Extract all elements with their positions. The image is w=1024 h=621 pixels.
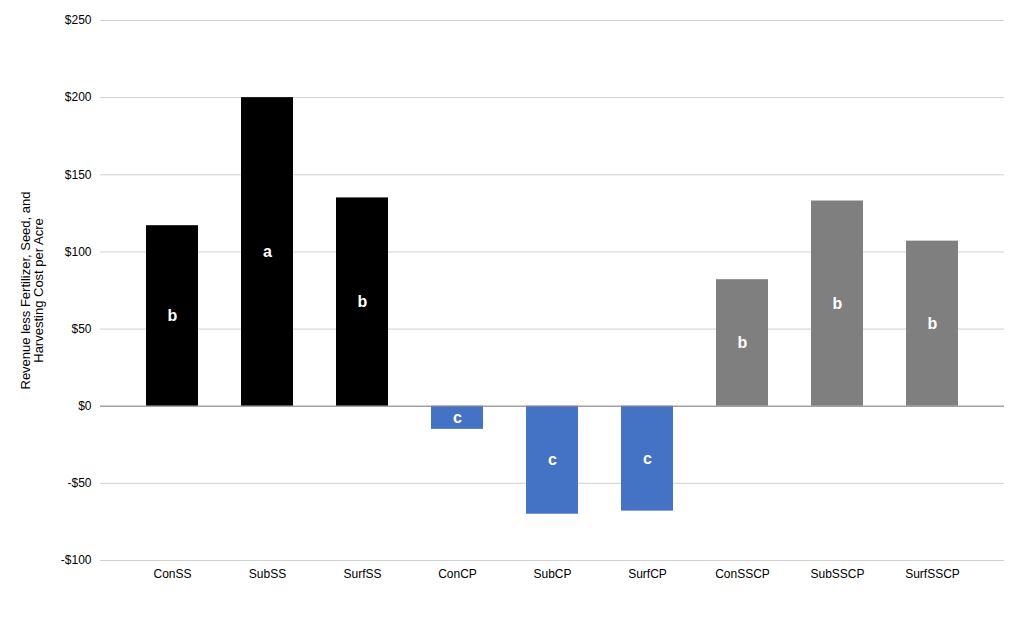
svg-text:$50: $50 <box>71 322 91 336</box>
svg-text:ConCP: ConCP <box>438 567 477 581</box>
svg-text:-$100: -$100 <box>61 553 92 567</box>
svg-text:SubSS: SubSS <box>249 567 286 581</box>
svg-text:c: c <box>643 450 652 467</box>
svg-text:a: a <box>263 243 272 260</box>
svg-text:b: b <box>928 315 938 332</box>
svg-text:ConSS: ConSS <box>153 567 191 581</box>
svg-text:c: c <box>548 451 557 468</box>
svg-text:$0: $0 <box>78 399 92 413</box>
svg-text:c: c <box>453 409 462 426</box>
svg-text:SurfCP: SurfCP <box>628 567 667 581</box>
svg-text:SubCP: SubCP <box>533 567 571 581</box>
svg-text:b: b <box>168 307 178 324</box>
svg-text:SurfSSCP: SurfSSCP <box>905 567 960 581</box>
svg-text:b: b <box>358 293 368 310</box>
svg-text:$250: $250 <box>65 13 92 27</box>
svg-text:ConSSCP: ConSSCP <box>715 567 770 581</box>
svg-text:-$50: -$50 <box>67 476 91 490</box>
svg-text:$150: $150 <box>65 168 92 182</box>
svg-text:Revenue less Fertilizer, Seed,: Revenue less Fertilizer, Seed, andHarves… <box>18 192 46 390</box>
svg-text:SubSSCP: SubSSCP <box>810 567 864 581</box>
svg-text:b: b <box>833 295 843 312</box>
svg-text:$200: $200 <box>65 90 92 104</box>
svg-text:SurfSS: SurfSS <box>343 567 381 581</box>
svg-text:b: b <box>738 334 748 351</box>
svg-text:$100: $100 <box>65 245 92 259</box>
